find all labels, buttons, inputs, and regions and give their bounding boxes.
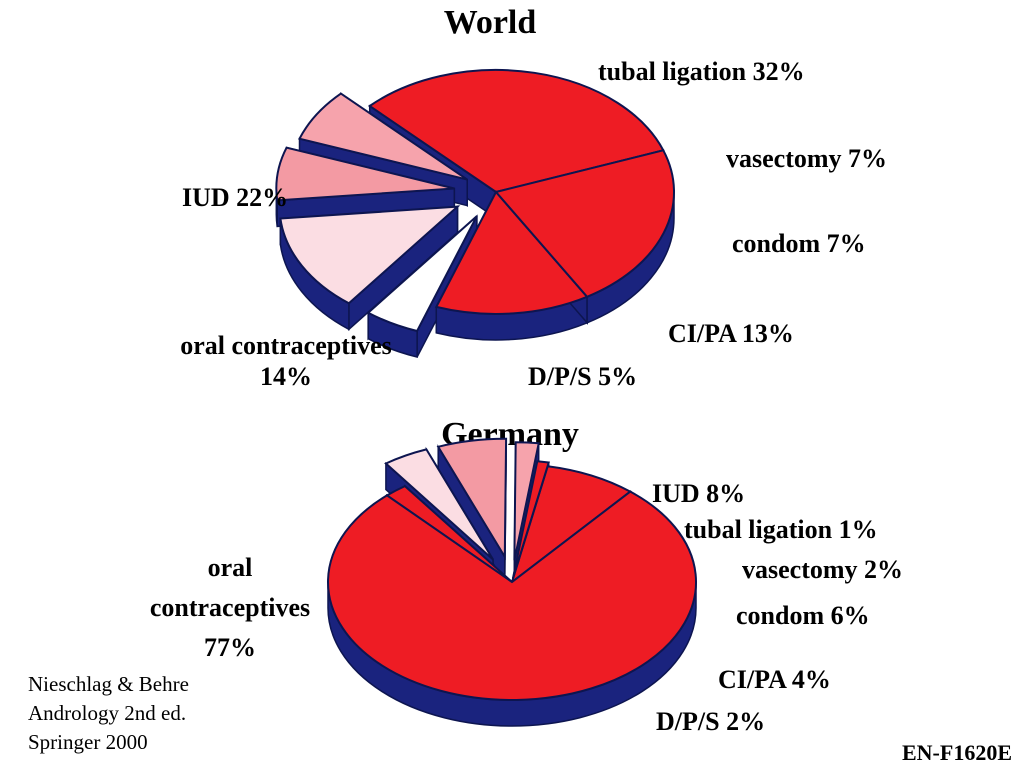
label-world-iud: IUD 22% [182,183,289,212]
label-world-oral-line2: 14% [260,362,312,392]
world-chart-title: World [443,4,537,41]
label-germany-dps: D/P/S 2% [656,707,766,736]
label-world-dps: D/P/S 5% [528,362,638,391]
label-germany-oral-contraceptives: oral contraceptives 77% [100,548,360,668]
germany-slice-ci-pa [384,448,494,561]
label-germany-oral-line1: oral [207,553,253,582]
germany-slice-oral-contraceptives [327,490,697,701]
slide-code: EN-F1620E [902,740,1012,765]
world-slice-oral-contraceptives [434,190,589,315]
source-line2: Andrology 2nd ed. [28,701,187,725]
label-germany-tubal-ligation: tubal ligation 1% [684,515,878,544]
label-germany-iud: IUD 8% [652,479,746,508]
label-germany-condom: condom 6% [736,601,870,630]
label-world-ci-pa: CI/PA 13% [668,319,794,348]
germany-slice-iud [510,465,633,585]
label-germany-vasectomy: vasectomy 2% [742,555,904,584]
label-germany-oral-line2: contraceptives [149,593,311,622]
label-world-tubal-ligation: tubal ligation 32% [598,57,805,86]
world-slice-vasectomy [298,92,468,181]
world-slice-condom [275,146,455,202]
label-world-vasectomy: vasectomy 7% [726,144,888,173]
source-line1: Nieschlag & Behre [28,672,189,696]
world-slice-tubal-ligation [367,68,665,194]
source-citation: Nieschlag & Behre Andrology 2nd ed. Spri… [28,670,189,757]
germany-slice-vasectomy [513,441,540,561]
source-line3: Springer 2000 [28,730,148,754]
label-world-oral-contraceptives: oral contraceptives 14% [146,330,426,392]
germany-slice-tubal-ligation [512,460,551,579]
world-slice-iud [494,149,675,298]
germany-slice-condom [436,437,508,561]
label-germany-oral-line3: 77% [204,633,256,662]
world-slice-ci-pa [279,205,461,305]
world-slice-d-p-s [366,215,478,333]
label-world-oral-line1: oral contraceptives [180,331,392,360]
label-world-condom: condom 7% [732,229,866,258]
label-germany-ci-pa: CI/PA 4% [718,665,831,694]
